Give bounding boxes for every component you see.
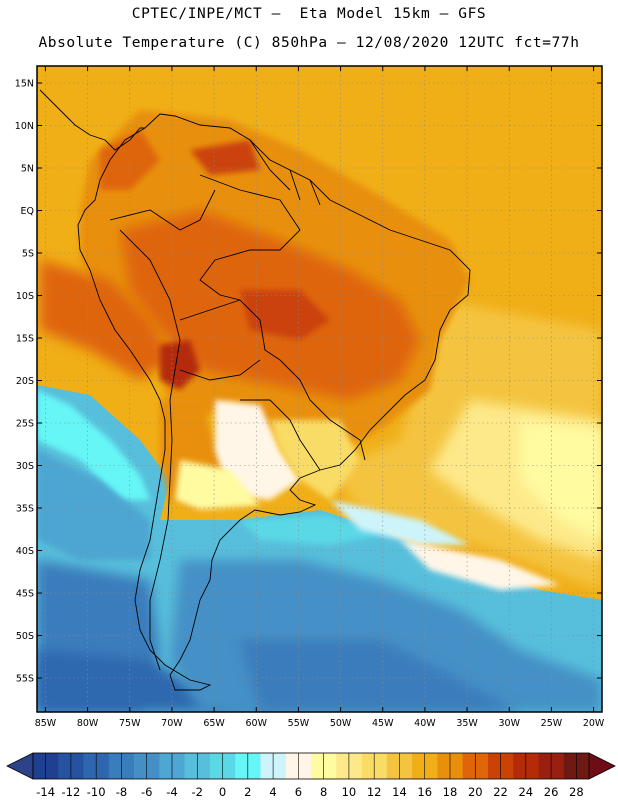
colorbar-label: 10 (342, 785, 357, 799)
colorbar-label: 8 (320, 785, 327, 799)
lat-tick-label: 55S (16, 674, 34, 685)
colorbar-label: -10 (87, 785, 106, 799)
central-america-coastline (39, 89, 145, 151)
lon-tick-label: 25W (541, 718, 563, 729)
colorbar-label: -8 (116, 785, 127, 799)
lon-tick-label: 65W (203, 718, 225, 729)
colorbar-label: 26 (544, 785, 559, 799)
colorbar-over-arrow (588, 752, 616, 780)
colorbar-label: -12 (62, 785, 81, 799)
lon-tick-label: 30W (498, 718, 520, 729)
lon-tick-label: 50W (330, 718, 352, 729)
colorbar-label: 0 (219, 785, 226, 799)
brazil-border (199, 174, 366, 461)
lat-tick-label: 5N (21, 164, 34, 175)
lon-tick-label: 70W (161, 718, 183, 729)
lat-tick-label: 40S (16, 546, 34, 557)
colorbar-label: 24 (518, 785, 533, 799)
colorbar-label: 20 (468, 785, 483, 799)
colorbar-frame (32, 752, 590, 780)
lat-tick-label: 20S (16, 376, 34, 387)
colorbar-label: 2 (244, 785, 251, 799)
temperature-field (37, 66, 602, 712)
lon-tick-label: 55W (288, 718, 310, 729)
title-line-2: Absolute Temperature (C) 850hPa – 12/08/… (38, 35, 580, 51)
lon-tick-label: 40W (414, 718, 436, 729)
colorbar-label: 6 (295, 785, 302, 799)
colorbar-label: 28 (569, 785, 584, 799)
lon-tick-label: 20W (583, 718, 605, 729)
colorbar-label: -4 (166, 785, 177, 799)
lat-tick-label: 5S (22, 249, 34, 260)
colorbar-label: -14 (36, 785, 55, 799)
map-frame (36, 65, 603, 713)
lat-tick-label: 10S (16, 291, 34, 302)
colorbar-label: -2 (192, 785, 203, 799)
argentina-border (240, 399, 321, 471)
country-borders (39, 89, 471, 691)
axis-ticks: 15N 10N 5N EQ 5S 10S 15S 20S 25S 30S 35S 40S 45S 50S 5… (15, 66, 605, 729)
colorbar: -14 -12 -10 -8 -6 -4 -2 0 2 4 6 8 10 12 14 16 18 20 22 24 26… (6, 752, 616, 799)
colorbar-label: 12 (367, 785, 382, 799)
bolivia-border (179, 299, 261, 381)
title-line-1: CPTEC/INPE/MCT – Eta Model 15km – GFS (131, 6, 487, 22)
lat-tick-label: EQ (21, 206, 34, 217)
lat-tick-label: 30S (16, 461, 34, 472)
south-america-coastline (77, 113, 471, 691)
lat-tick-label: 45S (16, 589, 34, 600)
colorbar-label: 4 (269, 785, 276, 799)
lon-tick-label: 60W (246, 718, 268, 729)
lon-tick-label: 45W (372, 718, 394, 729)
colorbar-label: 22 (493, 785, 508, 799)
lat-tick-label: 15N (15, 79, 34, 90)
lon-tick-label: 75W (119, 718, 141, 729)
lon-tick-label: 85W (35, 718, 57, 729)
colombia-border (109, 189, 216, 231)
lat-tick-label: 50S (16, 631, 34, 642)
lat-tick-label: 10N (15, 121, 34, 132)
guianas-border (249, 139, 321, 206)
lon-tick-label: 35W (456, 718, 478, 729)
colorbar-under-arrow (6, 752, 34, 780)
lat-tick-label: 35S (16, 504, 34, 515)
colorbar-label: 18 (443, 785, 458, 799)
colorbar-label: -6 (141, 785, 152, 799)
lat-tick-label: 25S (16, 419, 34, 430)
colorbar-label: 14 (392, 785, 407, 799)
andes-border (119, 229, 181, 671)
lat-tick-label: 15S (16, 334, 34, 345)
lon-tick-label: 80W (77, 718, 99, 729)
colorbar-label: 16 (417, 785, 432, 799)
